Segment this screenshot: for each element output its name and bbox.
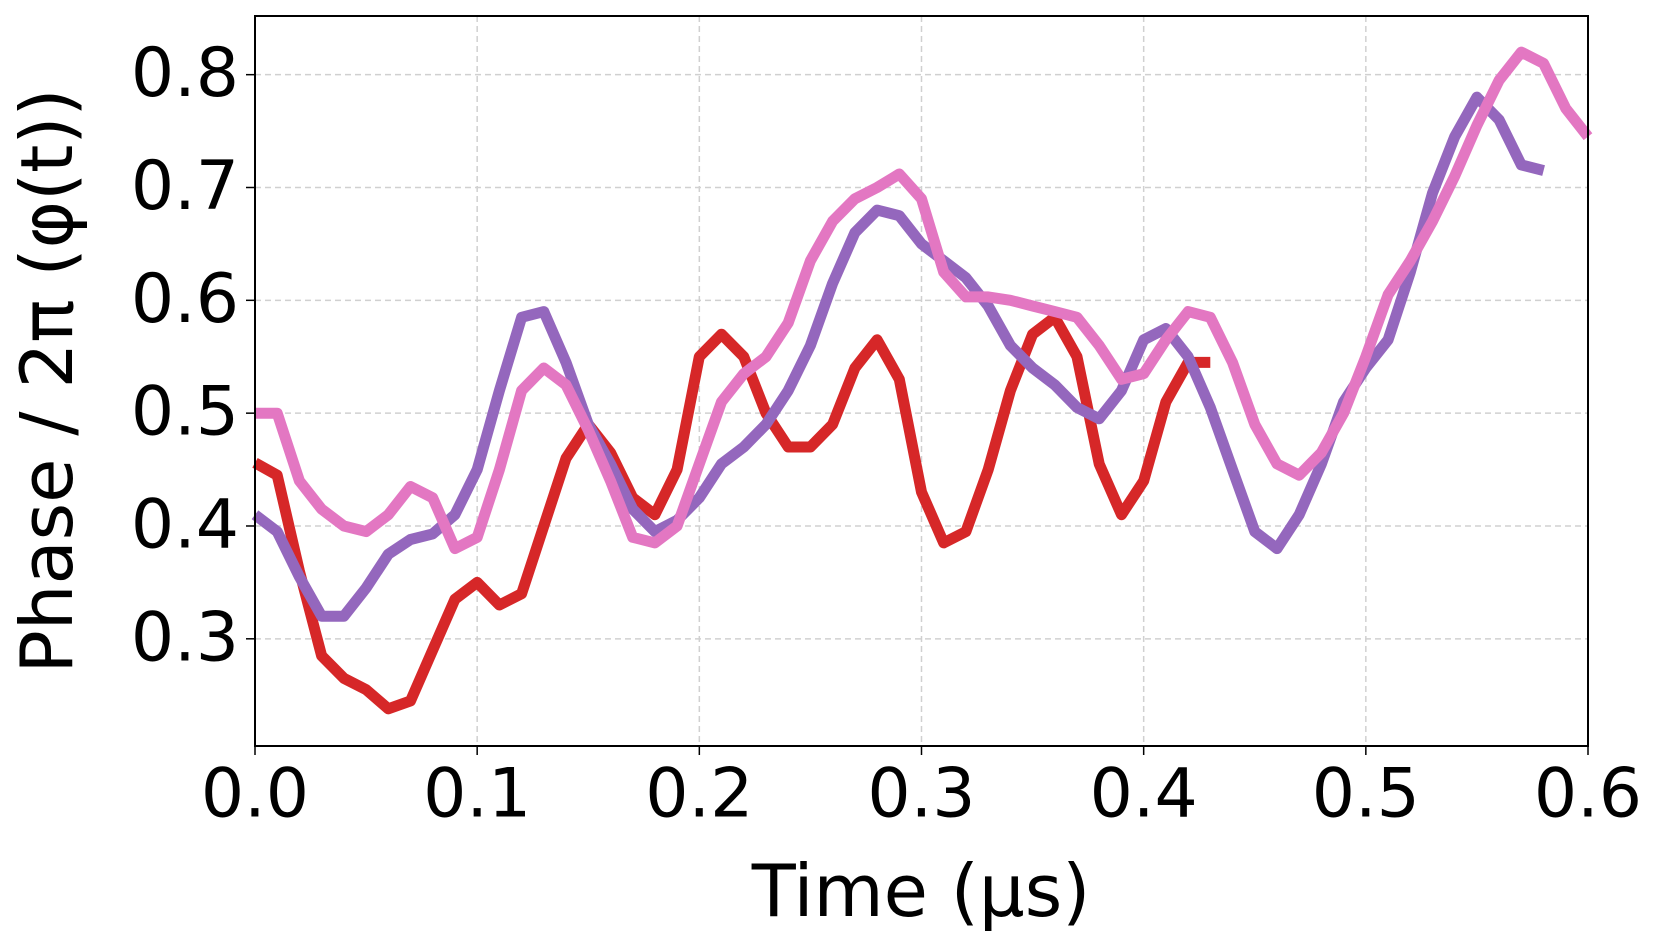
x-tick-label: 0.1: [423, 755, 531, 834]
y-axis-label: Phase / 2π (φ(t)): [5, 88, 89, 673]
x-tick-label: 0.4: [1090, 755, 1198, 834]
y-tick-label: 0.4: [131, 486, 239, 565]
y-tick-label: 0.7: [131, 147, 239, 226]
plot-frame: [254, 15, 1589, 747]
x-tick-label: 0.6: [1534, 755, 1642, 834]
line-series: [252, 311, 1211, 715]
y-tick-label: 0.5: [131, 373, 239, 452]
y-tick-label: 0.8: [131, 34, 239, 113]
x-tick-label: 0.0: [201, 755, 309, 834]
x-axis-label: Time (μs): [751, 849, 1091, 933]
y-tick-label: 0.3: [131, 598, 239, 677]
y-tick-label: 0.6: [131, 260, 239, 339]
x-tick-label: 0.3: [867, 755, 975, 834]
x-tick-label: 0.2: [645, 755, 753, 834]
line-series: [255, 46, 1593, 555]
x-tick-label: 0.5: [1312, 755, 1420, 834]
